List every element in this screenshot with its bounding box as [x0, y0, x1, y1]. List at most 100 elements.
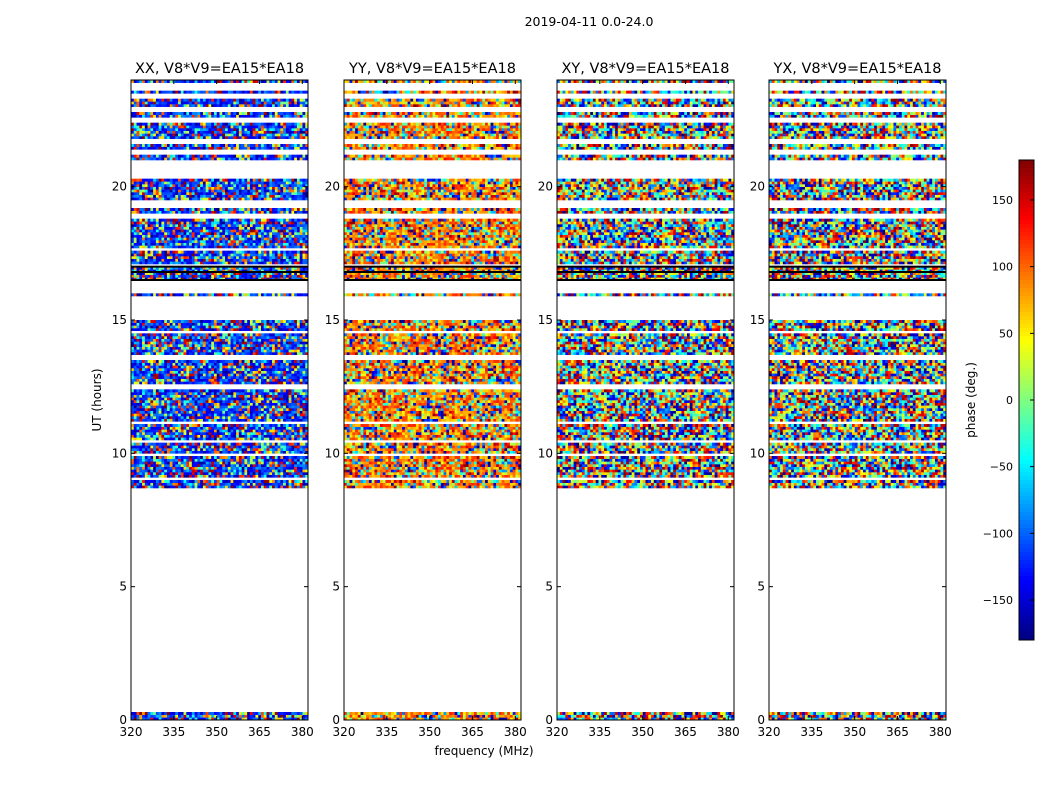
heatmap-cell: [233, 362, 237, 366]
heatmap-cell: [272, 474, 276, 478]
heatmap-cell: [305, 277, 309, 281]
heatmap-cell: [208, 445, 212, 449]
heatmap-cell: [269, 712, 273, 715]
heatmap-cell: [205, 368, 209, 371]
heatmap-cell: [288, 434, 292, 438]
heatmap-cell: [266, 240, 270, 243]
heatmap-cell: [147, 336, 151, 339]
heatmap-cell: [136, 224, 140, 227]
heatmap-cell: [178, 394, 182, 398]
heatmap-cell: [227, 362, 231, 366]
heatmap-cell: [155, 320, 159, 323]
heatmap-cell: [269, 346, 273, 350]
heatmap-cell: [263, 378, 267, 382]
heatmap-cell: [244, 336, 248, 339]
heatmap-cell: [155, 392, 159, 395]
heatmap-cell: [216, 325, 220, 329]
heatmap-cell: [200, 237, 204, 241]
heatmap-cell: [244, 472, 248, 475]
heatmap-cell: [266, 437, 270, 441]
heatmap-cell: [186, 434, 190, 438]
heatmap-cell: [272, 450, 276, 454]
heatmap-cell: [216, 413, 220, 417]
heatmap-cell: [178, 346, 182, 350]
heatmap-cell: [258, 416, 262, 419]
heatmap-cell: [236, 224, 240, 227]
heatmap-cell: [230, 266, 234, 270]
heatmap-cell: [169, 450, 173, 454]
heatmap-cell: [150, 485, 154, 489]
heatmap-cell: [216, 245, 220, 249]
heatmap-cell: [247, 258, 251, 262]
heatmap-cell: [252, 226, 256, 230]
heatmap-cell: [205, 352, 209, 355]
heatmap-cell: [186, 448, 190, 451]
heatmap-cell: [147, 325, 151, 329]
heatmap-cell: [263, 714, 267, 718]
heatmap-cell: [230, 389, 234, 393]
heatmap-cell: [238, 485, 242, 489]
heatmap-cell: [194, 378, 198, 382]
heatmap-cell: [194, 370, 198, 374]
heatmap-cell: [260, 442, 265, 446]
heatmap-cell: [294, 408, 298, 411]
heatmap-cell: [133, 336, 137, 339]
heatmap-cell: [194, 341, 198, 345]
heatmap-cell: [291, 370, 295, 374]
heatmap-cell: [277, 392, 281, 395]
heatmap-cell: [197, 237, 201, 241]
heatmap-cell: [183, 464, 187, 467]
heatmap-cell: [161, 712, 165, 715]
heatmap-cell: [153, 237, 157, 241]
heatmap-cell: [255, 266, 259, 270]
heatmap-cell: [178, 717, 182, 721]
heatmap-cell: [238, 410, 242, 414]
heatmap-cell: [255, 416, 259, 419]
heatmap-cell: [266, 266, 270, 270]
heatmap-cell: [202, 349, 206, 353]
heatmap-cell: [133, 442, 137, 446]
heatmap-cell: [161, 261, 165, 265]
heatmap-cell: [233, 445, 237, 449]
heatmap-cell: [158, 456, 162, 459]
heatmap-cell: [244, 360, 248, 363]
heatmap-cell: [186, 464, 190, 467]
heatmap-cell: [155, 408, 159, 411]
heatmap-cell: [155, 234, 159, 238]
heatmap-cell: [194, 394, 198, 398]
heatmap-cell: [200, 472, 204, 475]
heatmap-cell: [186, 253, 190, 257]
heatmap-cell: [191, 240, 195, 243]
heatmap-cell: [136, 461, 140, 465]
heatmap-cell: [291, 274, 295, 278]
heatmap-cell: [216, 277, 220, 281]
heatmap-cell: [252, 448, 256, 451]
heatmap-cell: [294, 221, 298, 225]
heatmap-cell: [227, 320, 231, 323]
heatmap-cell: [269, 325, 273, 329]
heatmap-cell: [183, 373, 187, 377]
heatmap-cell: [164, 352, 168, 355]
heatmap-cell: [269, 360, 273, 363]
heatmap-cell: [197, 293, 201, 297]
heatmap-cell: [247, 376, 251, 379]
heatmap-cell: [166, 714, 171, 718]
heatmap-cell: [136, 442, 140, 446]
heatmap-cell: [191, 472, 195, 475]
heatmap-cell: [252, 253, 256, 257]
heatmap-cell: [186, 362, 190, 366]
heatmap-cell: [216, 328, 220, 331]
heatmap-cell: [225, 266, 229, 270]
heatmap-cell: [133, 272, 137, 275]
heatmap-cell: [175, 717, 179, 721]
heatmap-cell: [180, 328, 184, 331]
heatmap-cell: [153, 250, 157, 254]
heatmap-cell: [161, 485, 165, 489]
heatmap-cell: [258, 250, 262, 254]
heatmap-cell: [266, 253, 270, 257]
heatmap-cell: [296, 400, 301, 403]
heatmap-cell: [222, 456, 226, 459]
heatmap-cell: [205, 237, 209, 241]
heatmap-cell: [233, 418, 237, 422]
heatmap-cell: [131, 237, 135, 241]
